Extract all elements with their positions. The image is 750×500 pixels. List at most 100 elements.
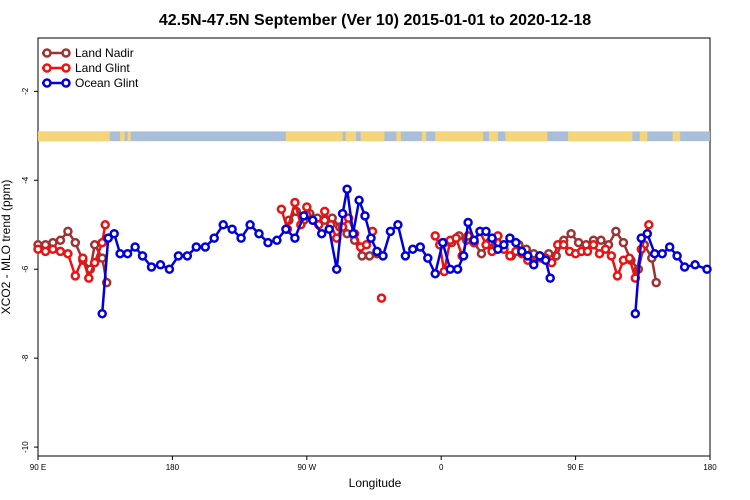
- data-point: [366, 233, 376, 243]
- data-point: [517, 246, 527, 257]
- data-point: [70, 271, 81, 281]
- data-point: [458, 251, 469, 261]
- data-point: [89, 257, 100, 268]
- data-point: [415, 242, 426, 252]
- data-point: [324, 224, 334, 234]
- y-axis: -2 -4 -6 -8 -10: [21, 87, 38, 453]
- data-point: [122, 248, 133, 259]
- legend-marker: [42, 48, 52, 58]
- data-point: [272, 235, 282, 246]
- legend-label: Land Glint: [75, 61, 130, 75]
- data-point: [155, 260, 166, 270]
- data-point: [263, 237, 273, 248]
- data-point: [672, 251, 682, 261]
- data-point: [505, 251, 515, 261]
- data-point: [408, 244, 418, 254]
- data-point: [182, 251, 193, 261]
- data-point: [451, 233, 461, 243]
- data-point: [545, 273, 555, 283]
- data-point: [302, 202, 312, 212]
- data-point: [487, 233, 497, 243]
- data-point: [400, 251, 411, 261]
- data-point: [540, 255, 551, 266]
- land-band: [672, 131, 681, 142]
- data-point: [430, 231, 440, 241]
- data-point: [430, 268, 440, 279]
- legend-marker: [42, 63, 52, 73]
- data-point: [290, 197, 300, 208]
- data-point: [535, 251, 545, 261]
- data-point: [596, 235, 606, 246]
- data-point: [361, 240, 372, 250]
- series-layer: [33, 184, 712, 319]
- data-point: [55, 235, 66, 246]
- data-point: [594, 248, 605, 259]
- data-point: [452, 264, 463, 274]
- data-point: [209, 233, 219, 243]
- data-point: [227, 224, 237, 234]
- data-point: [316, 228, 327, 239]
- legend-marker: [61, 48, 71, 58]
- x-tick-label: 90 E: [30, 463, 46, 472]
- data-point: [573, 237, 584, 248]
- data-point: [191, 242, 202, 252]
- data-point: [146, 262, 157, 272]
- data-point: [245, 220, 255, 230]
- land-band: [38, 131, 110, 142]
- data-point: [130, 242, 140, 252]
- y-axis-label: XCO2 - MLO trend (ppm): [0, 180, 13, 315]
- data-point: [566, 228, 576, 239]
- data-point: [115, 248, 125, 259]
- data-point: [588, 240, 599, 250]
- data-point: [636, 233, 647, 243]
- data-point: [378, 251, 388, 261]
- data-point: [611, 226, 621, 237]
- y-tick-label: -2: [21, 87, 30, 95]
- data-point: [600, 244, 611, 254]
- legend-label: Land Nadir: [75, 46, 134, 60]
- data-point: [423, 253, 433, 263]
- data-point: [624, 253, 635, 263]
- data-point: [319, 206, 330, 217]
- y-tick-label: -4: [21, 176, 30, 184]
- data-point: [299, 211, 309, 221]
- data-point: [97, 253, 107, 263]
- land-band: [421, 131, 427, 142]
- data-point: [493, 244, 503, 254]
- data-point: [100, 220, 110, 230]
- data-point: [612, 271, 623, 281]
- legend-marker: [61, 78, 71, 88]
- data-point: [649, 248, 660, 259]
- land-band: [120, 131, 125, 142]
- data-point: [529, 260, 539, 270]
- x-tick-label: 0: [439, 463, 444, 472]
- land-band: [435, 131, 484, 142]
- data-point: [97, 308, 107, 319]
- land-band: [360, 131, 385, 142]
- data-point: [644, 220, 654, 230]
- data-point: [236, 233, 246, 243]
- x-tick-label: 180: [166, 463, 180, 472]
- data-point: [679, 262, 690, 272]
- legend-marker: [42, 78, 52, 88]
- data-point: [445, 264, 455, 274]
- data-point: [657, 248, 667, 259]
- data-point: [642, 228, 653, 239]
- data-point: [137, 251, 148, 261]
- data-point: [511, 237, 521, 248]
- data-point: [48, 244, 58, 254]
- data-point: [276, 204, 287, 214]
- data-point: [164, 264, 175, 274]
- legend-label: Ocean Glint: [75, 76, 139, 90]
- data-point: [385, 226, 396, 237]
- data-point: [33, 244, 43, 254]
- data-point: [582, 246, 593, 257]
- data-point: [690, 260, 700, 270]
- data-point: [308, 215, 318, 226]
- data-point: [348, 228, 358, 239]
- data-point: [40, 246, 51, 257]
- land-band: [568, 131, 633, 142]
- data-point: [63, 226, 73, 237]
- land-band: [396, 131, 401, 142]
